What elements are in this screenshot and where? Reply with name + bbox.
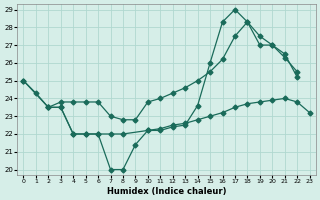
X-axis label: Humidex (Indice chaleur): Humidex (Indice chaleur) (107, 187, 226, 196)
